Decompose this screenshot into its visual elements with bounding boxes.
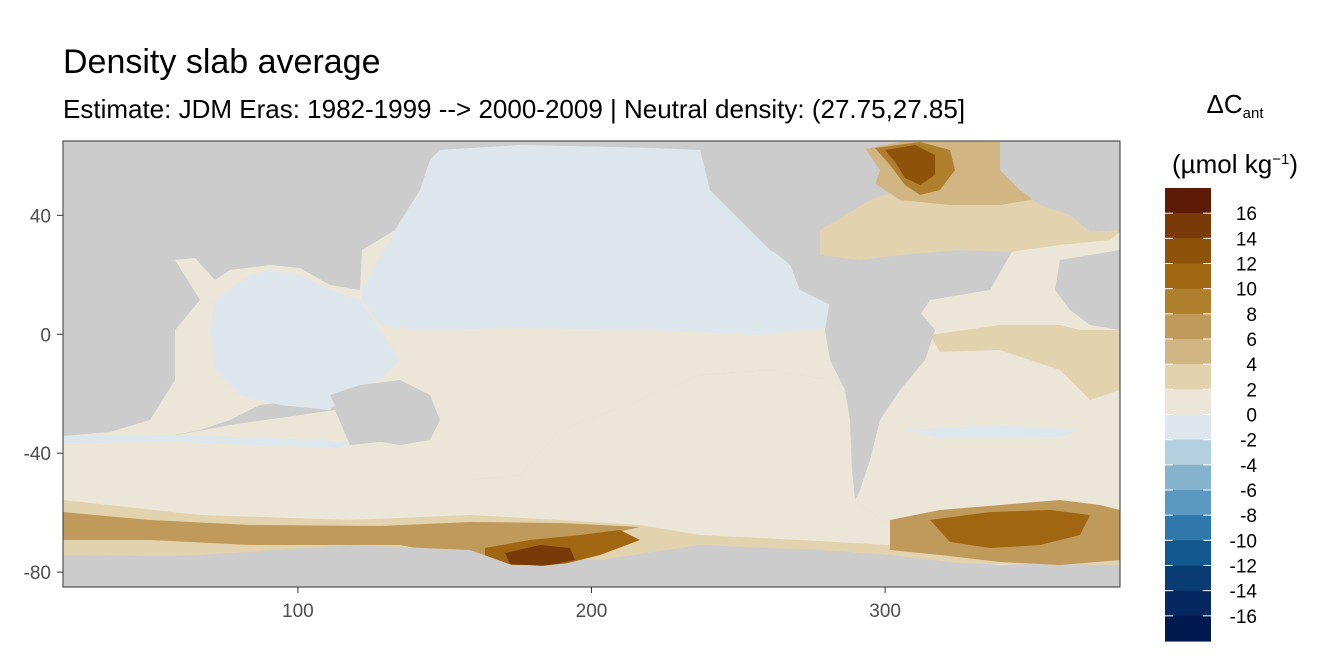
legend-swatch	[1165, 590, 1211, 617]
legend-label: 0	[1246, 406, 1257, 427]
legend-label: -8	[1240, 506, 1257, 527]
ocean-region-negative	[362, 145, 850, 335]
x-tick-label: 300	[869, 601, 901, 622]
legend-unit-sup: −1	[1272, 151, 1290, 168]
legend-swatch	[1165, 439, 1211, 466]
ocean-region-negative	[210, 270, 400, 410]
legend-label: 14	[1236, 229, 1258, 250]
y-tick-label: -80	[24, 563, 51, 584]
x-tick-label: 100	[282, 601, 314, 622]
chart-subtitle: Estimate: JDM Eras: 1982-1999 --> 2000-2…	[63, 94, 966, 124]
legend-label: -16	[1230, 607, 1257, 628]
legend-swatch	[1165, 389, 1211, 416]
legend-unit-suffix: )	[1289, 149, 1298, 179]
legend-swatch	[1165, 339, 1211, 365]
legend: 16 14 12 10 8 6 4 2 0 -2 -4 -6 -8 -10 -12 -14 -16	[1165, 188, 1257, 642]
ocean-region-strong-positive	[930, 510, 1090, 548]
legend-swatch	[1165, 238, 1211, 265]
y-tick-label: 40	[30, 206, 51, 227]
legend-swatch	[1165, 263, 1211, 290]
ocean-region	[63, 370, 1120, 565]
ocean-region-positive	[930, 325, 1120, 400]
legend-label: -2	[1240, 431, 1257, 452]
legend-label: 2	[1246, 380, 1257, 401]
legend-swatch	[1165, 615, 1211, 642]
land	[63, 141, 1120, 587]
legend-swatch	[1165, 213, 1211, 239]
chart-title: Density slab average	[63, 43, 381, 81]
legend-label: 4	[1246, 355, 1257, 376]
legend-label: 16	[1236, 204, 1257, 225]
legend-swatch	[1165, 490, 1211, 516]
legend-swatch	[1165, 288, 1211, 315]
y-tick-label: -40	[24, 444, 51, 465]
legend-unit-prefix: (µmol kg	[1172, 149, 1273, 179]
legend-label: -6	[1240, 481, 1257, 502]
ocean-region-strong-positive	[885, 145, 935, 185]
legend-swatch	[1165, 364, 1211, 390]
legend-label: 8	[1246, 305, 1257, 326]
ocean-region-strong-positive	[505, 545, 575, 566]
map-panel	[63, 141, 1120, 587]
x-tick-label: 200	[576, 601, 608, 622]
legend-swatch	[1165, 464, 1211, 491]
legend-label: 6	[1246, 330, 1257, 351]
legend-swatch	[1165, 188, 1211, 214]
legend-label: 10	[1236, 280, 1257, 301]
legend-swatch	[1165, 414, 1211, 441]
legend-swatch	[1165, 565, 1211, 592]
legend-label: -12	[1230, 557, 1257, 578]
y-tick-label: 0	[40, 325, 51, 346]
legend-label: 12	[1236, 255, 1257, 276]
legend-title-subscript: ant	[1242, 105, 1264, 122]
legend-label: -4	[1240, 456, 1257, 477]
legend-swatch	[1165, 515, 1211, 541]
legend-swatch	[1165, 313, 1211, 340]
legend-swatch	[1165, 540, 1211, 567]
legend-title-symbol: ΔC	[1206, 89, 1243, 119]
ocean-region-negative	[905, 425, 1080, 438]
legend-label: -10	[1230, 531, 1257, 552]
legend-title: ΔCant (µmol kg−1)	[1150, 86, 1320, 182]
legend-label: -14	[1230, 582, 1258, 603]
ocean-region-negative	[63, 435, 350, 448]
